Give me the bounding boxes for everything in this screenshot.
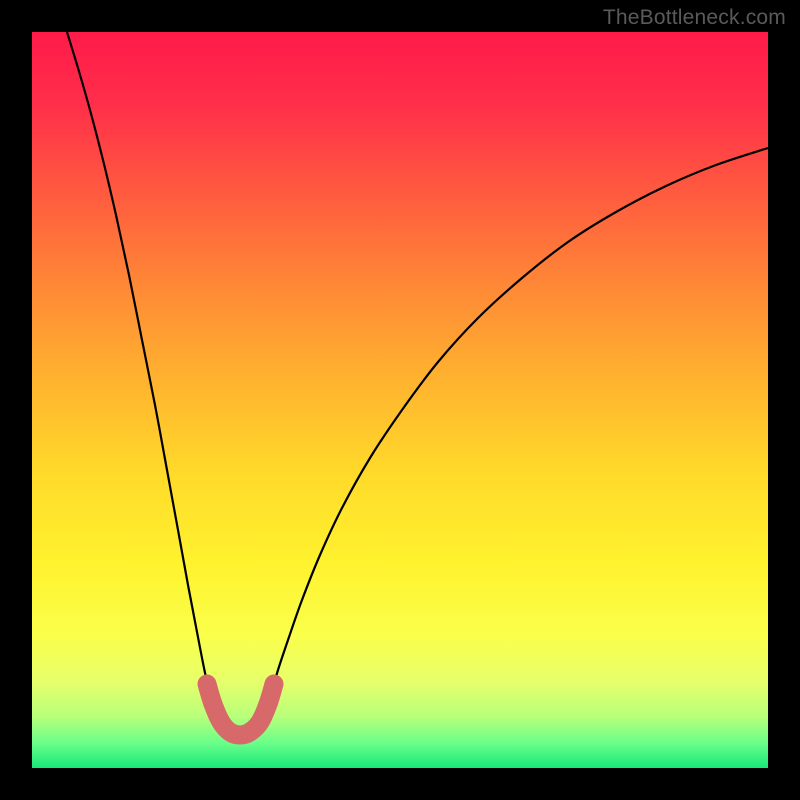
bottleneck-curve-right [271,148,768,695]
plot-area [32,32,768,768]
watermark-text: TheBottleneck.com [603,6,786,30]
highlight-valley [207,684,274,735]
bottleneck-curve-left [67,32,210,695]
chart-svg [32,32,768,768]
